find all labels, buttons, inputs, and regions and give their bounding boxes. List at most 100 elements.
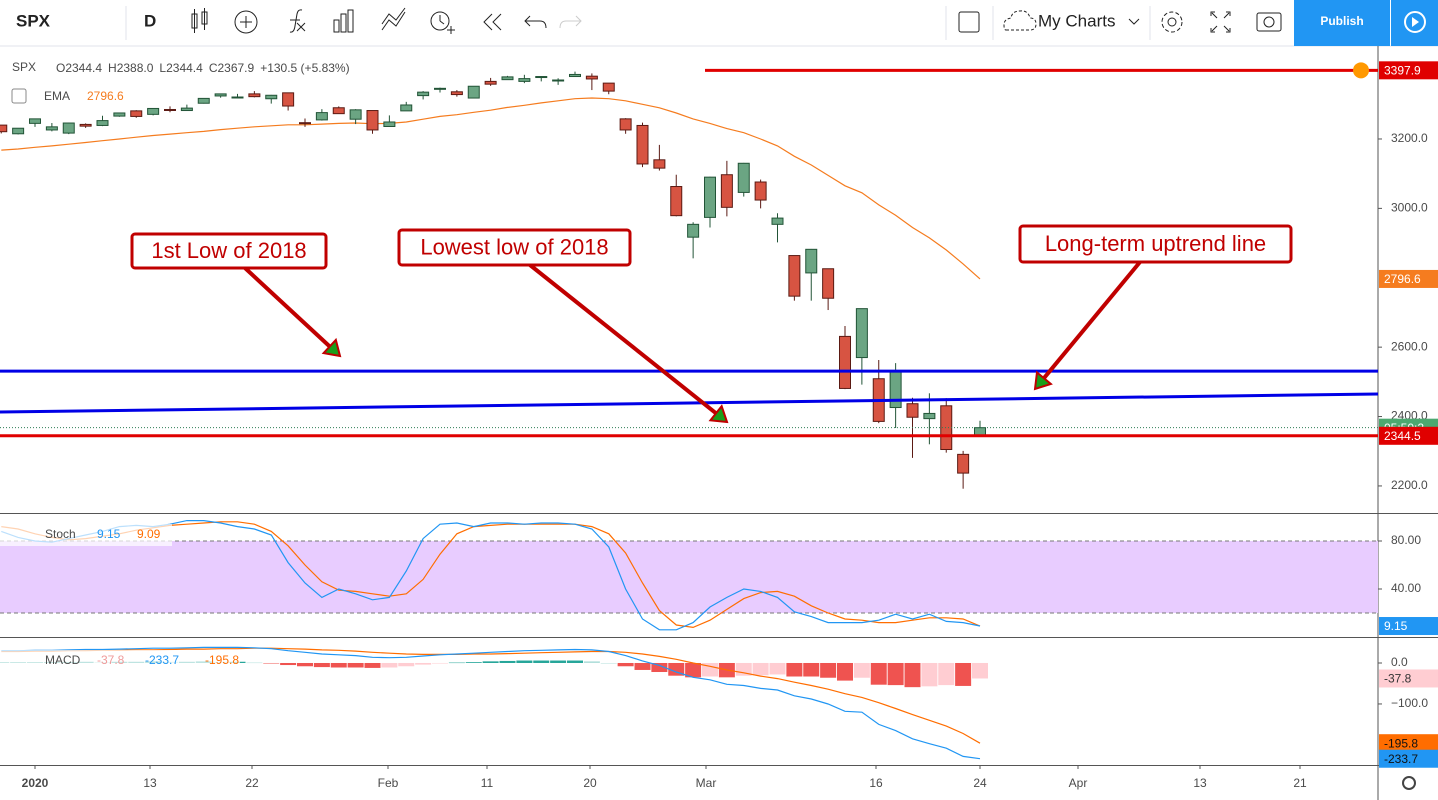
annotation-arrow	[528, 263, 718, 415]
macd-histogram-bar	[617, 662, 634, 667]
toolbar-bg	[0, 0, 1438, 46]
ema-legend-name: EMA	[44, 89, 70, 103]
annotation-box	[130, 232, 328, 270]
ohlc-value: L2344.4	[159, 61, 203, 75]
macd-histogram-bar	[567, 660, 583, 663]
stoch-band	[0, 541, 1378, 613]
macd-legend-name: MACD	[45, 653, 81, 667]
publish-button[interactable]	[1294, 0, 1390, 46]
candle-body	[855, 308, 868, 359]
macd-hist-label: -37.8	[1384, 672, 1412, 686]
candle-body	[349, 109, 362, 120]
symbol-search[interactable]: SPX	[16, 11, 51, 30]
candle-body	[501, 76, 514, 81]
macd-hist-label-box	[1379, 669, 1438, 688]
macd-histogram-bar	[313, 662, 330, 668]
stoch-k-label-box	[1379, 617, 1438, 636]
macd-histogram-bar	[246, 662, 263, 664]
macd-histogram-bar	[583, 661, 600, 663]
toolbar: SPX D My Charts Publish	[0, 0, 1438, 47]
stoch-pane	[0, 520, 1378, 631]
compare-button[interactable]	[234, 10, 258, 34]
macd-line-label: -233.7	[1384, 752, 1418, 766]
candle-body	[552, 79, 565, 82]
candle-body	[805, 248, 818, 274]
candle-body	[0, 124, 8, 133]
x-tick-label: Feb	[378, 776, 399, 790]
macd-histogram-bar	[955, 662, 972, 686]
axis-settings-button[interactable]	[1402, 776, 1416, 790]
annotation-text: Long-term uptrend line	[1045, 231, 1266, 256]
candle-body	[754, 181, 767, 201]
macd-histogram-bar	[702, 662, 718, 677]
candle-body	[484, 80, 497, 85]
y-tick-label: 3200.0	[1391, 131, 1428, 145]
candle-body	[737, 162, 750, 193]
redo-button[interactable]	[559, 15, 582, 29]
x-tick-label: 11	[481, 776, 494, 790]
macd-histogram-bar	[330, 662, 347, 668]
compare-layouts-button[interactable]	[381, 7, 406, 31]
interval-button[interactable]: D	[144, 11, 156, 30]
fullscreen-select-button[interactable]	[958, 11, 980, 33]
macd-histogram-bar	[651, 662, 668, 673]
settings-button[interactable]	[1161, 11, 1183, 33]
chart-type-button[interactable]	[191, 8, 208, 33]
chart-layer: 1st Low of 2018 Lowest low of 2018 Long-te…	[0, 60, 1438, 790]
candle-body	[366, 110, 379, 131]
x-tick-label: 21	[1293, 776, 1307, 790]
legend-symbol: SPX	[12, 60, 36, 74]
candle-body	[265, 94, 278, 100]
price-pane: 1st Low of 2018 Lowest low of 2018 Long-te…	[0, 62, 1378, 489]
y-tick-label: 2200.0	[1391, 478, 1428, 492]
candle-body	[585, 75, 598, 80]
undo-button[interactable]	[524, 15, 547, 29]
candle-body	[180, 107, 193, 112]
candle-body	[248, 93, 261, 98]
y-tick-label: 0.0	[1391, 655, 1408, 669]
candle-body	[569, 73, 581, 78]
macd-pane	[0, 646, 988, 760]
macd-histogram-bar	[297, 662, 313, 667]
templates-button[interactable]	[333, 9, 354, 33]
replay-button[interactable]	[483, 13, 502, 31]
legend-bg	[0, 650, 240, 672]
candle-body	[906, 403, 919, 418]
y-tick-label: 80.00	[1391, 533, 1421, 547]
candle-body	[383, 121, 396, 127]
candle-body	[62, 122, 75, 134]
candle-body	[957, 453, 970, 474]
macd-histogram-bar	[550, 660, 567, 663]
macd-histogram-bar	[398, 662, 415, 667]
candle-body	[518, 78, 531, 82]
candle-body	[79, 123, 92, 127]
macd-histogram-bar	[870, 662, 887, 685]
macd-histogram-bar	[499, 660, 516, 663]
layouts-dropdown[interactable]	[1128, 18, 1140, 25]
candle-body	[96, 120, 109, 126]
macd-histogram-bar	[837, 662, 853, 681]
publish-label[interactable]: Publish	[1320, 14, 1363, 28]
candle-body	[332, 107, 345, 115]
candle-body	[687, 223, 700, 238]
candle-body	[822, 268, 835, 299]
candle-body	[670, 186, 683, 217]
candle-body	[535, 76, 548, 79]
trend-line	[0, 392, 1378, 414]
macd-histogram-bar	[448, 662, 465, 664]
alert-button[interactable]	[430, 11, 455, 34]
ema-line	[1, 97, 981, 280]
macd-line	[1, 646, 981, 760]
annotation-arrow	[243, 266, 332, 348]
snapshot-button[interactable]	[1256, 12, 1282, 32]
fullscreen-button[interactable]	[1210, 11, 1231, 33]
ohlc-value: H2388.0	[108, 61, 154, 75]
stoch-k-label: 9.15	[1384, 619, 1408, 633]
play-triangle	[1412, 17, 1419, 27]
candle-body	[636, 124, 649, 165]
candle-body	[147, 107, 160, 115]
stoch-legend-d: 9.09	[137, 527, 161, 541]
indicators-button[interactable]	[289, 9, 306, 33]
annotation-box	[1018, 224, 1293, 264]
layouts-button[interactable]: My Charts	[1038, 11, 1115, 30]
